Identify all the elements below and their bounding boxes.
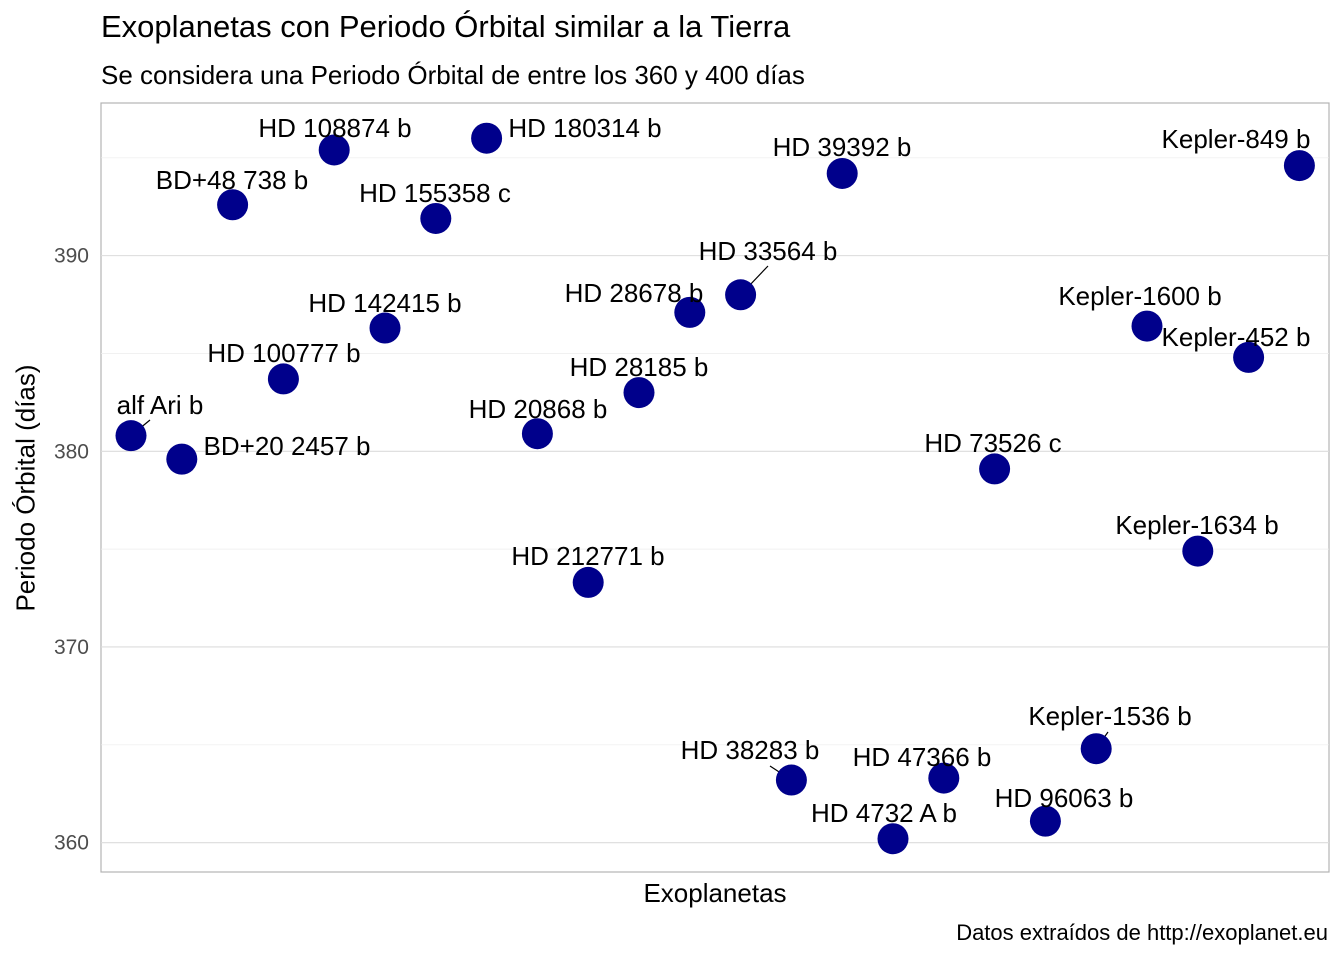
point-label: HD 47366 b bbox=[853, 742, 992, 772]
y-tick-label: 370 bbox=[54, 636, 89, 659]
point-label: Kepler-452 b bbox=[1162, 322, 1311, 352]
point-label: HD 20868 b bbox=[469, 394, 608, 424]
data-point bbox=[1283, 150, 1315, 182]
data-point bbox=[572, 566, 604, 598]
point-labels: alf Ari bBD+20 2457 b BD+48 738 b HD 10077… bbox=[117, 113, 1311, 828]
point-label: HD 39392 b bbox=[773, 132, 912, 162]
point-label: alf Ari b bbox=[117, 390, 204, 420]
point-label: HD 155358 c bbox=[359, 178, 511, 208]
y-tick-label: 380 bbox=[54, 440, 89, 463]
point-label: HD 100777 b bbox=[207, 338, 360, 368]
point-label: HD 38283 b bbox=[681, 735, 820, 765]
data-point bbox=[877, 823, 909, 855]
data-point bbox=[674, 296, 706, 328]
point-label: BD+48 738 b bbox=[156, 165, 309, 195]
data-point bbox=[1233, 341, 1265, 373]
chart-title: Exoplanetas con Periodo Órbital similar … bbox=[101, 9, 791, 44]
data-point bbox=[318, 134, 350, 166]
point-label: BD+20 2457 b bbox=[204, 431, 371, 461]
y-tick-label: 360 bbox=[54, 832, 89, 855]
data-point bbox=[623, 377, 655, 409]
data-point bbox=[166, 443, 198, 475]
data-point bbox=[725, 279, 757, 311]
y-axis-label: Periodo Órbital (días) bbox=[10, 364, 41, 612]
point-label: HD 212771 b bbox=[511, 541, 664, 571]
data-point bbox=[826, 157, 858, 189]
data-point bbox=[775, 764, 807, 796]
data-point bbox=[1182, 535, 1214, 567]
data-point bbox=[521, 418, 553, 450]
point-label: HD 28678 b bbox=[565, 278, 704, 308]
plot-panel bbox=[100, 102, 1330, 873]
data-points bbox=[115, 122, 1315, 855]
data-point bbox=[1131, 310, 1163, 342]
point-label: HD 28185 b bbox=[570, 352, 709, 382]
x-axis-label: Exoplanetas bbox=[643, 878, 787, 908]
y-tick-label: 390 bbox=[54, 245, 89, 268]
grid-lines bbox=[101, 157, 1329, 844]
point-label: HD 96063 b bbox=[995, 783, 1134, 813]
data-point bbox=[369, 312, 401, 344]
point-label: HD 33564 b bbox=[699, 236, 838, 266]
point-label: HD 180314 b bbox=[508, 113, 661, 143]
data-point bbox=[1029, 805, 1061, 837]
point-label: Kepler-1634 b bbox=[1115, 510, 1278, 540]
data-point bbox=[471, 122, 503, 154]
data-point bbox=[115, 420, 147, 452]
data-point bbox=[1080, 733, 1112, 765]
data-point bbox=[217, 189, 249, 221]
point-label: Kepler-849 b bbox=[1162, 124, 1311, 154]
data-point bbox=[267, 363, 299, 395]
point-label: HD 4732 A b bbox=[811, 798, 957, 828]
point-label: Kepler-1536 b bbox=[1028, 701, 1191, 731]
data-point bbox=[979, 453, 1011, 485]
data-point bbox=[928, 762, 960, 794]
chart-caption: Datos extraídos de http://exoplanet.eu bbox=[956, 920, 1328, 945]
point-label: Kepler-1600 b bbox=[1058, 281, 1221, 311]
data-point bbox=[420, 202, 452, 234]
chart-subtitle: Se considera una Periodo Órbital de entr… bbox=[101, 60, 805, 90]
point-label: HD 142415 b bbox=[308, 288, 461, 318]
y-axis-ticks: 360 370 380 390 bbox=[54, 245, 89, 855]
point-label: HD 108874 b bbox=[258, 113, 411, 143]
point-label: HD 73526 c bbox=[924, 428, 1061, 458]
